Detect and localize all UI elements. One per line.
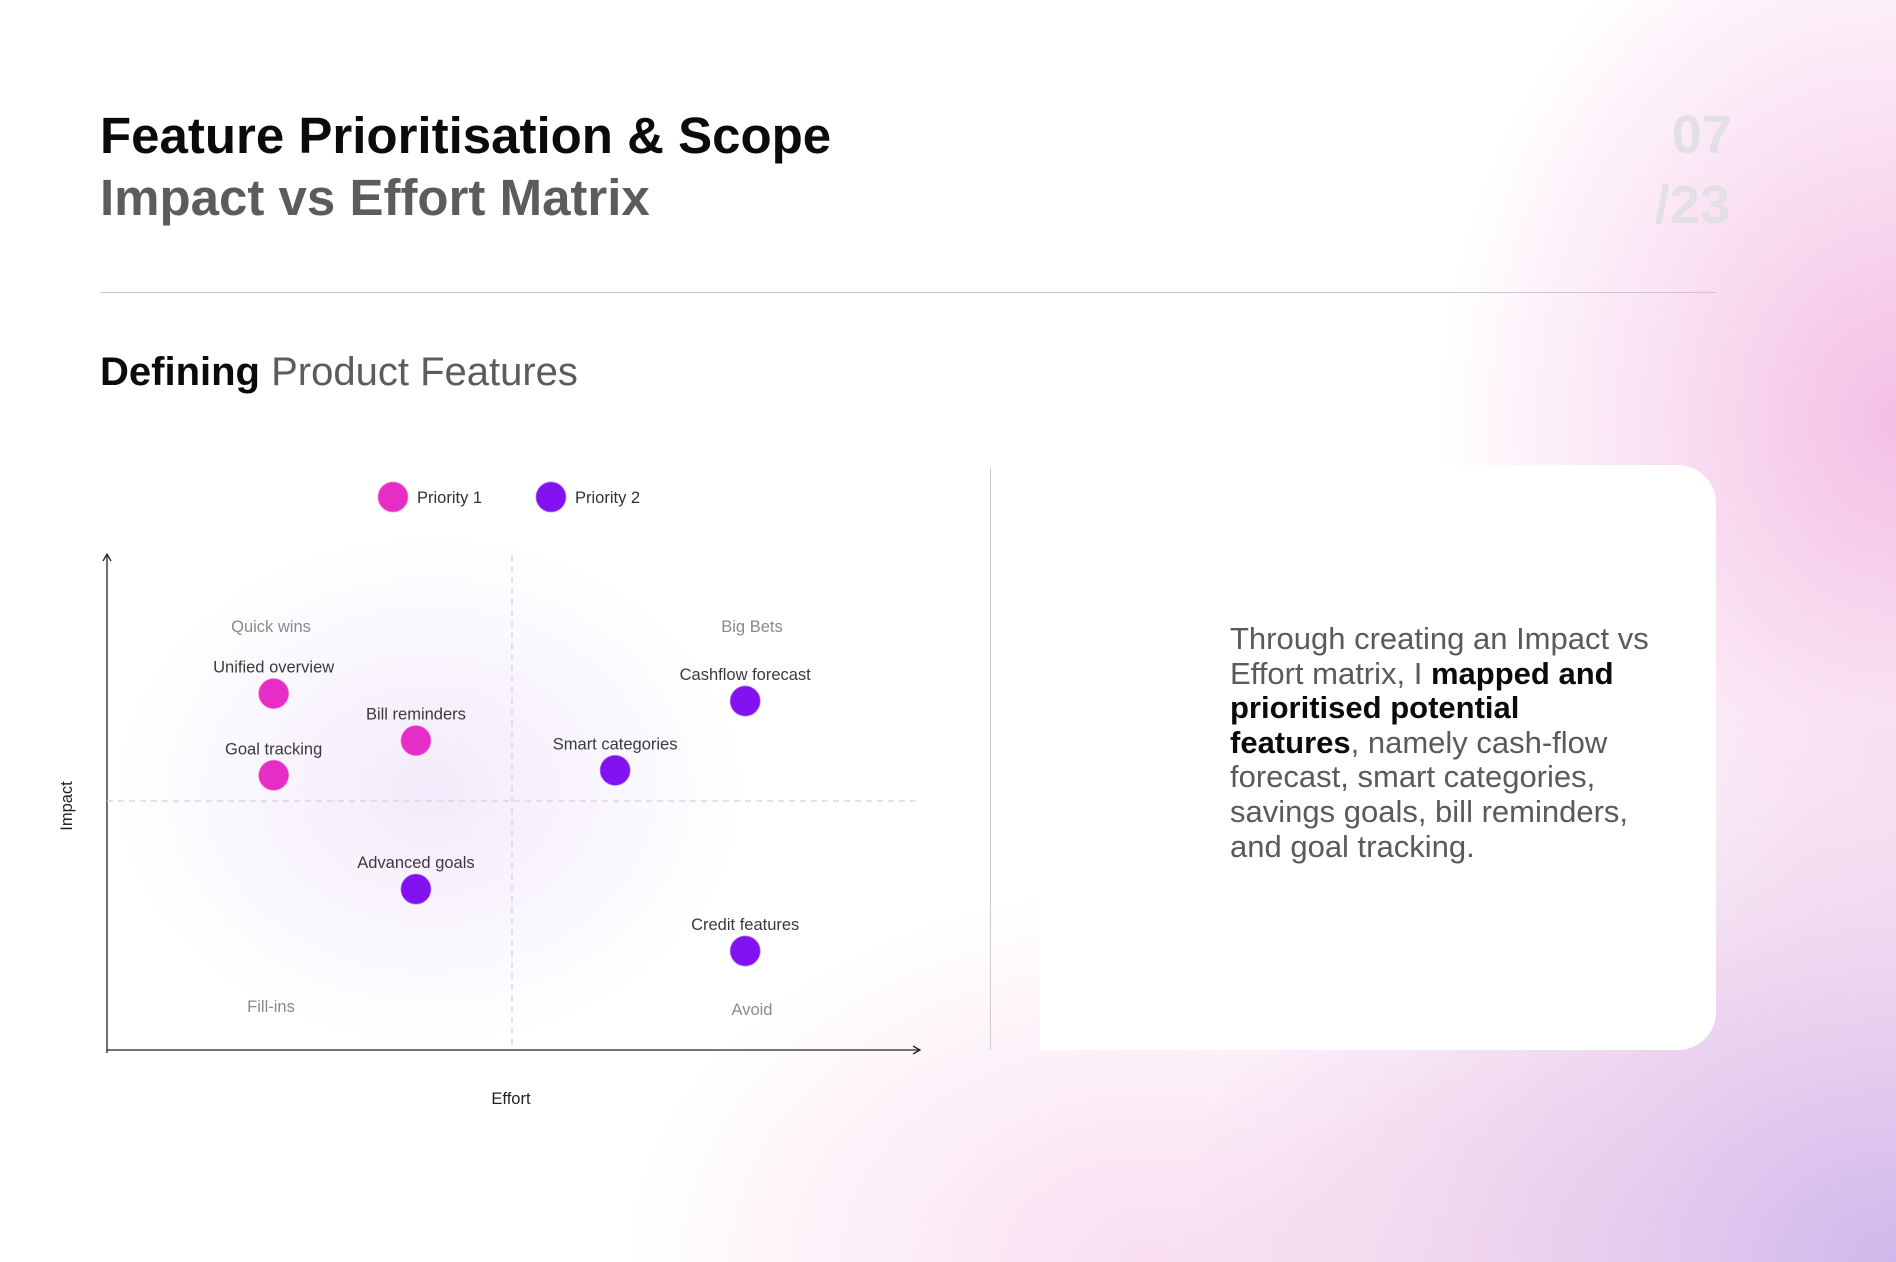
y-axis-label: Impact [58,781,76,831]
point-label-cashflow-forecast: Cashflow forecast [680,666,812,684]
page-number-total: /23 [1654,175,1730,235]
header-divider [100,292,1716,293]
point-cashflow-forecast [728,684,762,718]
point-label-advanced-goals: Advanced goals [357,854,474,872]
point-credit-features [728,934,762,968]
quadrant-label-avoid: Avoid [732,1001,773,1019]
summary-text-segment: Through creating an Impact vs Effort mat… [1230,621,1649,691]
summary-text-segment: , namely cash-flow forecast, smart categ… [1230,724,1629,864]
slide-title: Feature Prioritisation & Scope [100,107,832,164]
vertical-divider [990,468,991,1050]
summary-text: Through creating an Impact vs Effort mat… [1230,621,1650,864]
legend-label-priority-1: Priority 1 [417,489,482,507]
quadrant-label-quick-wins: Quick wins [231,618,311,636]
x-axis-label: Effort [491,1090,531,1108]
section-heading: Defining Product Features [100,350,578,395]
legend-label-priority-2: Priority 2 [575,489,640,507]
point-label-credit-features: Credit features [691,916,799,934]
point-label-smart-categories: Smart categories [553,735,678,753]
page-number-current: 07 [1671,105,1732,165]
point-label-unified-overview: Unified overview [213,659,334,677]
chart-legend: Priority 1 Priority 2 [376,480,640,514]
impact-effort-matrix: Priority 1 Priority 2 Quick wins Big Bets… [58,480,922,1108]
point-label-bill-reminders: Bill reminders [366,706,466,724]
point-advanced-goals [399,872,433,906]
point-smart-categories [598,754,632,787]
quadrant-label-fill-ins: Fill-ins [247,998,295,1016]
x-axis-arrow [912,1045,922,1055]
summary-card: Through creating an Impact vs Effort mat… [1040,465,1716,1050]
chart-points: Unified overview Bill reminders Goal track… [213,659,812,968]
point-unified-overview [257,677,290,710]
point-goal-tracking [257,759,290,792]
quadrant-label-big-bets: Big Bets [721,618,782,636]
slide-subtitle: Impact vs Effort Matrix [100,169,650,226]
y-axis-arrow [102,552,112,562]
point-label-goal-tracking: Goal tracking [225,740,322,758]
summary-text-highlight: mapped and prioritised potential feature… [1230,655,1614,760]
section-heading-rest: Product Features [271,350,578,394]
point-bill-reminders [399,724,433,757]
section-heading-bold: Defining [100,350,260,394]
legend-swatch-priority-2 [534,480,568,514]
legend-swatch-priority-1 [376,480,410,514]
